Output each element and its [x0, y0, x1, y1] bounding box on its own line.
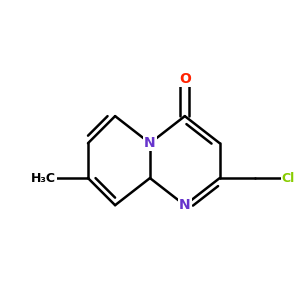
Text: H₃C: H₃C: [31, 172, 56, 184]
Text: N: N: [144, 136, 156, 150]
Text: Cl: Cl: [282, 172, 295, 184]
Text: N: N: [179, 198, 190, 212]
Text: O: O: [179, 72, 191, 86]
